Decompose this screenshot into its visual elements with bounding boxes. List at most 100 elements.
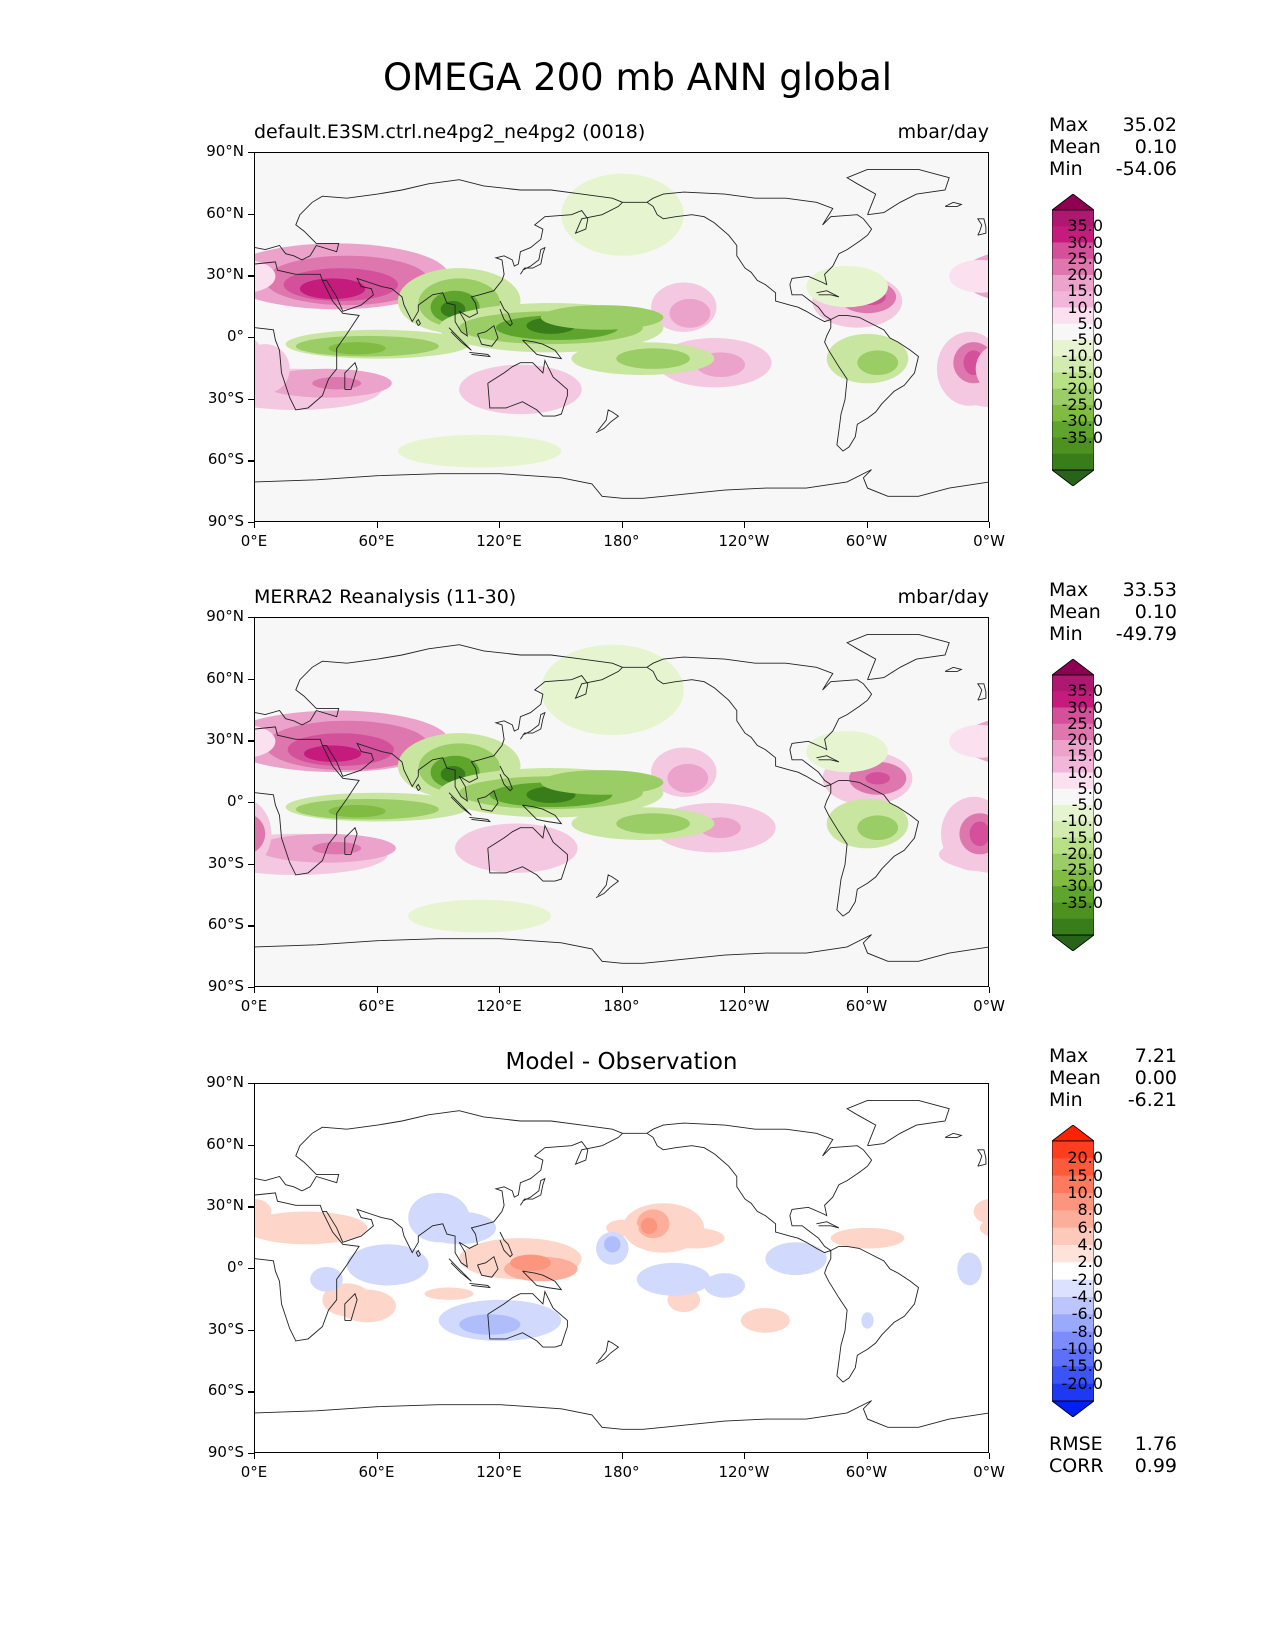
colorbar-tick-label: -30.0: [1061, 411, 1103, 431]
y-tick-label: 90°N: [206, 142, 244, 160]
x-tick-label: 60°W: [845, 997, 888, 1015]
x-tick-label: 60°W: [845, 1463, 888, 1481]
stat-label: Mean: [1049, 136, 1101, 158]
x-tick-mark: [866, 987, 868, 993]
colorbar-tick-label: -10.0: [1061, 811, 1103, 831]
colorbar-tick-label: -35.0: [1061, 892, 1103, 912]
colorbar-tick-label: -25.0: [1061, 395, 1103, 414]
stat-value: -54.06: [1115, 158, 1177, 180]
y-tick-mark: [248, 275, 254, 277]
colorbar: [1050, 658, 1096, 952]
x-tick-mark: [989, 522, 991, 528]
stats-row: Mean 0.00: [1049, 1067, 1177, 1089]
y-tick-label: 60°N: [206, 668, 244, 687]
coastlines: [255, 168, 988, 499]
x-tick-label: 0°E: [240, 1463, 268, 1481]
colorbar-tick-label: -8.0: [1071, 1321, 1103, 1341]
x-tick-mark: [989, 987, 991, 993]
metric-row: RMSE 1.76: [1049, 1433, 1177, 1455]
y-tick-label: 0°: [226, 327, 244, 345]
colorbar-tick-label: -25.0: [1061, 860, 1103, 879]
y-tick-label: 30°S: [207, 388, 244, 407]
y-tick-label: 30°N: [206, 265, 244, 284]
y-tick-mark: [248, 987, 254, 989]
x-tick-mark: [499, 1453, 501, 1459]
colorbar-tick-label: 10.0: [1067, 297, 1103, 317]
colorbar-tick-label: -35.0: [1061, 427, 1103, 447]
coastlines: [255, 1099, 988, 1430]
colorbar: [1050, 193, 1096, 487]
y-tick-mark: [248, 460, 254, 462]
panel-center-title: Model - Observation: [505, 1049, 738, 1075]
stat-value: 0.00: [1134, 1067, 1177, 1089]
x-tick-label: 0°W: [973, 997, 1005, 1015]
stat-value: -49.79: [1115, 623, 1177, 645]
stats-row: Min -54.06: [1049, 158, 1177, 180]
x-tick-mark: [744, 1453, 746, 1459]
y-tick-mark: [248, 1268, 254, 1270]
colorbar-tick-label: -20.0: [1061, 378, 1103, 398]
stat-label: Max: [1049, 114, 1089, 136]
x-tick-mark: [621, 522, 623, 528]
map-plot: [254, 152, 989, 522]
stat-label: Min: [1049, 623, 1083, 645]
x-tick-mark: [254, 522, 256, 528]
map-plot: [254, 617, 989, 987]
x-tick-mark: [376, 987, 378, 993]
panel-left-title: default.E3SM.ctrl.ne4pg2_ne4pg2 (0018): [254, 121, 646, 143]
y-tick-mark: [248, 925, 254, 927]
x-tick-label: 120°W: [718, 532, 770, 550]
colorbar-tick-label: 5.0: [1077, 778, 1103, 798]
metric-value: 1.76: [1134, 1433, 1177, 1455]
stats-row: Mean 0.10: [1049, 601, 1177, 623]
colorbar-tick-label: 35.0: [1067, 681, 1103, 701]
colorbar-tick-label: 15.0: [1067, 281, 1103, 301]
y-tick-mark: [248, 1206, 254, 1208]
metric-value: 0.99: [1134, 1455, 1177, 1477]
y-tick-mark: [248, 1391, 254, 1393]
y-tick-label: 90°S: [207, 977, 244, 995]
x-tick-label: 120°W: [718, 997, 770, 1015]
stat-label: Min: [1049, 1089, 1083, 1111]
colorbar-tick-label: 30.0: [1067, 232, 1103, 252]
x-tick-mark: [989, 1453, 991, 1459]
stats-row: Max 35.02: [1049, 114, 1177, 136]
colorbar-tick-label: 20.0: [1067, 265, 1103, 284]
y-tick-label: 60°S: [207, 450, 244, 469]
y-tick-label: 0°: [226, 792, 244, 810]
colorbar-tick-label: 30.0: [1067, 697, 1103, 717]
map-field: [255, 618, 988, 986]
colorbar-tick-label: 6.0: [1077, 1217, 1103, 1237]
colorbar-tick-label: -15.0: [1061, 827, 1103, 847]
x-tick-mark: [254, 987, 256, 993]
stat-label: Max: [1049, 1045, 1089, 1067]
stat-label: Mean: [1049, 1067, 1101, 1089]
stats-row: Min -6.21: [1049, 1089, 1177, 1111]
colorbar-tick-label: 8.0: [1077, 1200, 1103, 1220]
y-tick-mark: [248, 863, 254, 865]
y-tick-label: 30°S: [207, 1319, 244, 1338]
y-tick-label: 60°S: [207, 915, 244, 934]
y-tick-mark: [248, 740, 254, 742]
y-tick-mark: [248, 337, 254, 339]
colorbar-tick-label: 20.0: [1067, 730, 1103, 749]
colorbar-tick-label: -10.0: [1061, 346, 1103, 366]
y-tick-mark: [248, 1083, 254, 1085]
stat-value: 0.10: [1134, 601, 1177, 623]
colorbar-tick-label: -5.0: [1071, 795, 1103, 814]
colorbar-tick-label: 20.0: [1067, 1148, 1103, 1168]
stat-label: Mean: [1049, 601, 1101, 623]
x-tick-label: 180°: [603, 1463, 640, 1481]
colorbar-tick-label: 15.0: [1067, 746, 1103, 766]
metric-label: CORR: [1049, 1455, 1104, 1477]
y-tick-label: 0°: [226, 1258, 244, 1276]
y-tick-label: 60°N: [206, 1134, 244, 1153]
y-tick-label: 90°S: [207, 1443, 244, 1461]
x-tick-mark: [744, 987, 746, 993]
colorbar-wrap: [1050, 658, 1096, 955]
x-tick-label: 60°E: [358, 1463, 395, 1481]
colorbar-tick-label: 10.0: [1067, 1183, 1103, 1202]
x-tick-label: 0°E: [240, 532, 268, 550]
colorbar-tick-label: -15.0: [1061, 1356, 1103, 1376]
x-tick-mark: [499, 987, 501, 993]
